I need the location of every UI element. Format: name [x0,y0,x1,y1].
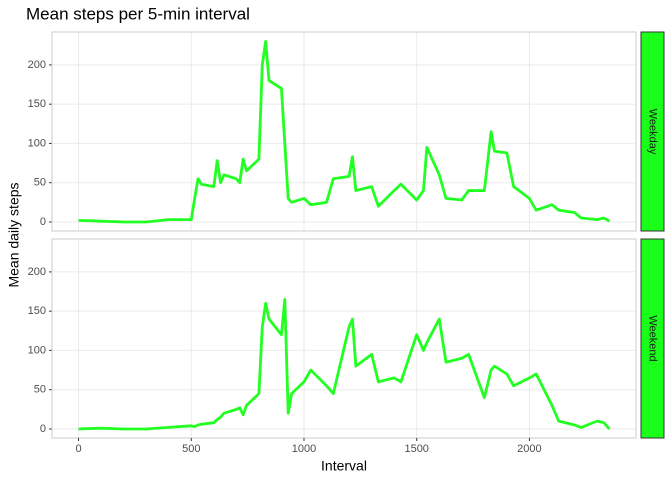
panel-border [51,238,637,439]
y-tick-label: 150 [28,305,46,317]
y-axis-label: Mean daily steps [6,182,22,287]
facet-label: Weekend [647,315,659,361]
panel-border [51,31,637,232]
panel [52,239,636,438]
x-tick-label: 0 [75,443,81,455]
x-tick-label: 1000 [292,443,316,455]
facet-strip [640,238,665,439]
x-tick-label: 500 [182,443,200,455]
facet-strip [640,31,665,232]
y-tick-label: 200 [28,59,46,71]
y-tick-label: 0 [40,423,46,435]
x-axis-label: Interval [321,458,367,474]
y-tick-label: 100 [28,137,46,149]
x-tick-label: 1500 [404,443,428,455]
y-tick-label: 50 [34,384,46,396]
data-line [78,39,611,224]
data-line [78,297,611,431]
y-tick-label: 50 [34,177,46,189]
y-tick-label: 150 [28,98,46,110]
y-tick-label: 200 [28,266,46,278]
panel [52,32,636,231]
chart-title: Mean steps per 5-min interval [26,4,250,23]
facet-label: Weekday [647,109,659,155]
y-tick-label: 0 [40,216,46,228]
y-tick-label: 100 [28,344,46,356]
x-tick-label: 2000 [517,443,541,455]
